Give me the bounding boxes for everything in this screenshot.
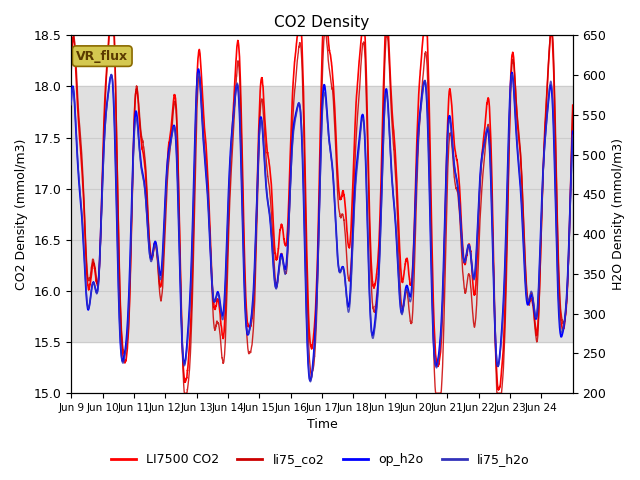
Legend: LI7500 CO2, li75_co2, op_h2o, li75_h2o: LI7500 CO2, li75_co2, op_h2o, li75_h2o [106,448,534,471]
Bar [71,86,573,342]
Y-axis label: H2O Density (mmol/m3): H2O Density (mmol/m3) [612,138,625,290]
Text: VR_flux: VR_flux [76,49,128,63]
Title: CO2 Density: CO2 Density [275,15,369,30]
X-axis label: Time: Time [307,419,337,432]
Y-axis label: CO2 Density (mmol/m3): CO2 Density (mmol/m3) [15,139,28,290]
